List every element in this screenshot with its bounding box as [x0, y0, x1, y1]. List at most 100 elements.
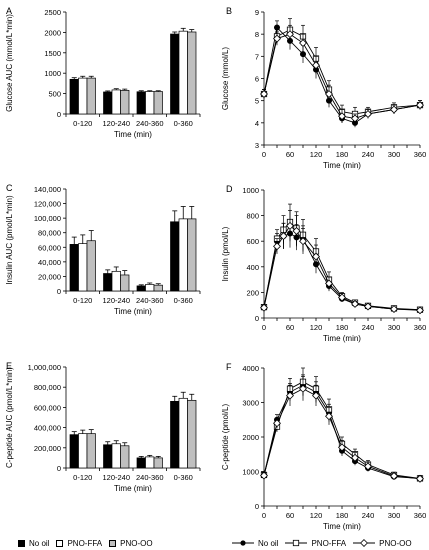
bar — [111, 89, 121, 115]
data-point — [260, 303, 268, 312]
x-tick-label: 180 — [336, 150, 349, 159]
bar — [187, 399, 197, 469]
data-point — [260, 471, 268, 480]
x-tick-label: 0-120 — [73, 473, 92, 482]
y-tick-label: 1000 — [242, 186, 259, 195]
x-tick-label: 180 — [336, 323, 349, 332]
bar — [136, 285, 146, 292]
data-point — [286, 221, 294, 230]
data-point — [292, 226, 301, 235]
legend-marker-no-oil — [232, 540, 254, 546]
data-point — [338, 112, 346, 121]
y-tick-label: 100,000 — [34, 214, 61, 223]
x-tick-label: 120-240 — [102, 296, 130, 305]
bar-chart-e: 0 200,000 400,000 600,000 800,000 1,000,000 0-… — [5, 363, 201, 493]
bar — [120, 89, 130, 115]
data-point — [299, 39, 307, 47]
panel-label-a: A — [6, 6, 12, 16]
x-tick-label: 0 — [262, 511, 266, 520]
x-axis-title: Time (min) — [323, 334, 361, 343]
bar — [136, 91, 146, 115]
y-tick-label: 1000 — [44, 69, 61, 78]
panel-label-d: D — [226, 184, 233, 194]
y-tick-label: 5 — [255, 97, 259, 106]
data-point — [299, 384, 307, 393]
bar — [153, 457, 163, 469]
series-line — [263, 29, 421, 115]
y-axis-title: Glucose (mmol/L) — [221, 47, 230, 110]
bar — [153, 284, 163, 292]
bar — [111, 443, 121, 469]
series-pno-oo — [260, 210, 424, 315]
bar — [145, 456, 155, 469]
x-tick-label: 360 — [414, 323, 427, 332]
series-pno-oo — [260, 24, 424, 123]
x-tick-label: 240-360 — [136, 473, 164, 482]
bar — [86, 433, 96, 469]
bar — [120, 445, 130, 469]
panel-label-e: E — [6, 361, 12, 371]
y-axis-title: C-peptide (pmol/L) — [221, 404, 230, 471]
bar — [136, 457, 146, 469]
y-tick-label: 6 — [255, 75, 259, 84]
series-line — [263, 388, 421, 480]
legend-swatch-pno-ffa — [56, 539, 64, 547]
bar — [178, 30, 188, 115]
data-point — [338, 443, 346, 452]
y-tick-label: 1000 — [242, 468, 259, 477]
bar — [145, 91, 155, 115]
data-point — [351, 299, 359, 308]
data-point — [286, 391, 294, 400]
bar — [170, 33, 180, 115]
y-tick-label: 0 — [57, 287, 61, 296]
legend-label-pno-ffa-line: PNO-FFA — [311, 538, 347, 548]
y-tick-label: 2000 — [242, 433, 259, 442]
bar — [86, 240, 96, 292]
data-point — [299, 237, 307, 246]
y-tick-label: 400 — [246, 263, 259, 272]
data-point — [351, 114, 359, 123]
x-tick-label: 180 — [336, 511, 349, 520]
y-tick-label: 200 — [246, 288, 259, 297]
y-axis-title: C-peptide AUC (pmol/L*min) — [5, 367, 14, 468]
bar — [120, 274, 130, 292]
data-point — [260, 90, 268, 98]
bar — [103, 273, 113, 292]
data-point — [390, 105, 398, 114]
data-point — [273, 34, 281, 43]
x-tick-label: 240 — [362, 511, 375, 520]
bar — [187, 218, 197, 292]
x-tick-label: 300 — [388, 150, 401, 159]
panel-label-f: F — [226, 362, 232, 372]
bar — [69, 78, 79, 115]
y-tick-label: 0 — [255, 502, 259, 511]
x-tick-label: 0-120 — [73, 119, 92, 128]
data-point — [338, 293, 346, 302]
y-tick-label: 3 — [255, 141, 259, 150]
x-tick-label: 240 — [362, 150, 375, 159]
bar — [170, 221, 180, 292]
series-pno-ffa — [260, 18, 424, 121]
bar-chart-c: 0 20,000 40,000 60,000 80,000 100,000 120,000 1… — [5, 185, 201, 316]
x-tick-label: 120 — [310, 511, 323, 520]
line-legend: No oil PNO-FFA PNO-OO — [232, 537, 412, 549]
x-tick-label: 60 — [286, 511, 294, 520]
y-tick-label: 600,000 — [34, 403, 61, 412]
x-tick-label: 300 — [388, 511, 401, 520]
x-tick-label: 360 — [414, 150, 427, 159]
panel-label-b: B — [226, 6, 232, 16]
bar — [78, 77, 88, 115]
bar — [187, 31, 197, 115]
y-tick-label: 60,000 — [38, 243, 61, 252]
y-tick-label: 3000 — [242, 399, 259, 408]
data-point — [416, 101, 424, 110]
y-axis-title: Insulin (pmol/L) — [221, 226, 230, 281]
y-tick-label: 0 — [57, 464, 61, 473]
data-point — [364, 110, 372, 118]
x-tick-label: 120-240 — [102, 119, 130, 128]
data-point — [390, 305, 398, 314]
x-tick-label: 0-360 — [174, 473, 193, 482]
line-chart-b: 3 4 5 6 7 8 9 0 60 120 180 240 300 360 Time (min) Gluco… — [221, 8, 426, 170]
bar — [103, 444, 113, 469]
y-tick-label: 1500 — [44, 49, 61, 58]
